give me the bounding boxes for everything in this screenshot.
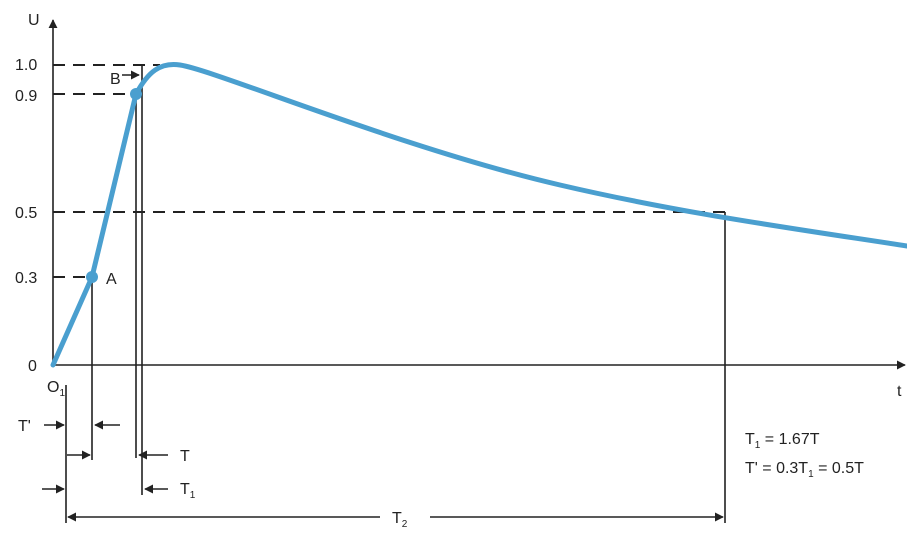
x-axis-label: t <box>897 383 902 400</box>
t-label: T <box>180 448 190 465</box>
impulse-curve <box>50 61 907 368</box>
y-tick-1-0: 1.0 <box>15 57 37 74</box>
origin-label: O1 <box>47 379 65 399</box>
y-tick-0-3: 0.3 <box>15 270 37 287</box>
y-axis-label: U <box>28 12 40 29</box>
point-b-label: B <box>110 71 121 88</box>
point-b-marker <box>130 88 142 100</box>
y-tick-0-5: 0.5 <box>15 205 37 222</box>
point-a-label: A <box>106 271 117 288</box>
formula-line-1: T1 = 1.67T <box>745 431 820 451</box>
t2-label: T2 <box>392 510 408 528</box>
t-prime-label: T' <box>18 418 31 435</box>
y-tick-0: 0 <box>28 358 37 375</box>
point-a-marker <box>86 271 98 283</box>
y-tick-0-9: 0.9 <box>15 88 37 105</box>
formula-line-2: T' = 0.3T1 = 0.5T <box>745 460 864 480</box>
t1-label: T1 <box>180 481 196 501</box>
